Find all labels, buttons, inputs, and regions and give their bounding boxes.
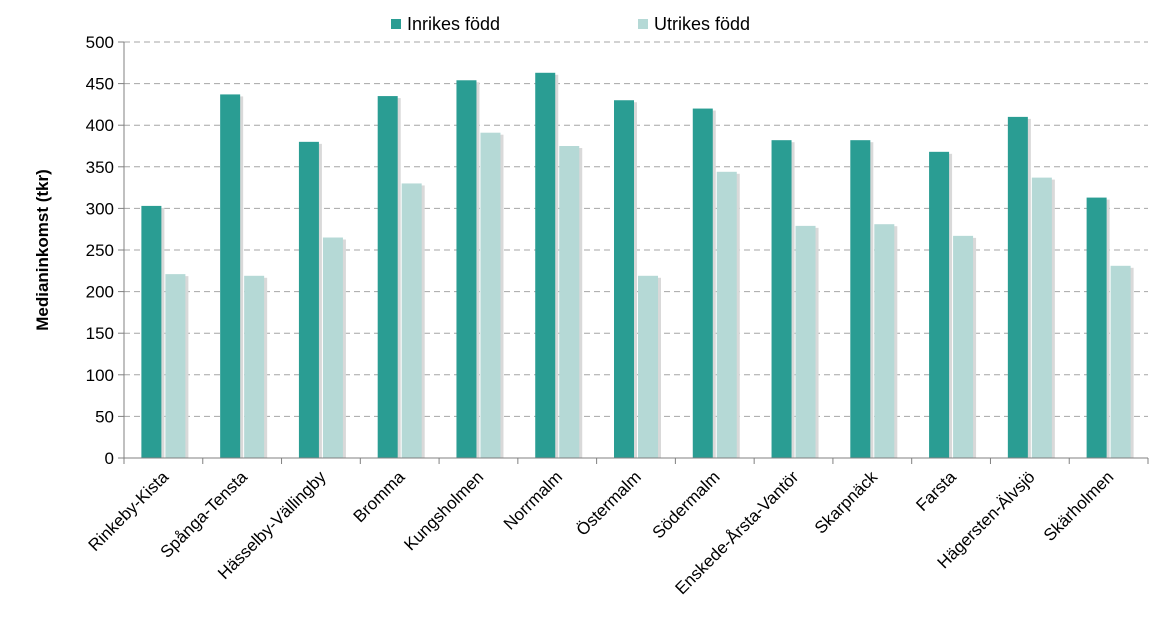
y-axis-title: Medianinkomst (tkr) [33,169,52,331]
bar-utrikes-5 [559,146,580,458]
bar-inrikes-1 [220,94,241,458]
x-tick-label: Rinkeby-Kista [85,467,173,555]
y-tick-label: 200 [86,283,114,302]
x-tick-label: Farsta [912,467,960,515]
bar-utrikes-9 [874,224,895,458]
bar-utrikes-7 [716,171,737,459]
bar-utrikes-12 [1110,265,1131,458]
bar-utrikes-0 [165,274,186,458]
axes [123,42,1149,464]
bar-inrikes-6 [614,100,634,459]
bars [141,72,1134,459]
legend-label: Utrikes född [654,14,750,34]
x-tick-label: Östermalm [573,467,645,539]
bar-utrikes-10 [953,235,974,458]
bar-utrikes-8 [795,225,816,458]
bar-inrikes-3 [377,96,398,458]
x-axis-labels: Rinkeby-KistaSpånga-TenstaHässelby-Välli… [85,467,1118,598]
bar-utrikes-4 [480,132,501,459]
y-tick-label: 250 [86,241,114,260]
bar-inrikes-5 [535,72,556,458]
x-tick-label: Skärholmen [1040,467,1118,545]
x-tick-label: Bromma [350,467,409,526]
y-tick-label: 350 [86,158,114,177]
x-tick-label: Norrmalm [500,467,566,533]
y-tick-label: 400 [86,116,114,135]
legend-swatch [391,19,401,29]
bar-inrikes-10 [929,151,950,458]
bar-inrikes-7 [692,108,713,458]
x-tick-label: Skarpnäck [811,467,882,538]
x-tick-label: Kungsholmen [400,467,487,554]
legend-swatch [638,19,648,29]
legend-label: Inrikes född [407,14,500,34]
y-tick-label: 0 [105,449,114,468]
bar-inrikes-8 [771,140,792,458]
bar-utrikes-3 [401,183,422,458]
bar-inrikes-4 [456,80,477,458]
y-tick-label: 450 [86,75,114,94]
bar-inrikes-2 [298,141,319,458]
y-tick-label: 50 [95,407,114,426]
y-axis-ticks: 0 50 100 150 200 250 300 350 400 450 500 [86,33,124,468]
bar-utrikes-11 [1031,177,1052,458]
y-tick-label: 150 [86,324,114,343]
x-tick-label: Södermalm [649,467,724,542]
bar-utrikes-6 [638,275,658,458]
bar-inrikes-11 [1007,116,1028,458]
bar-utrikes-2 [322,237,343,458]
bar-inrikes-12 [1086,197,1107,459]
y-tick-label: 300 [86,199,114,218]
legend: Inrikes född Utrikes född [391,14,750,34]
bar-utrikes-1 [244,275,265,458]
y-tick-label: 500 [86,33,114,52]
y-tick-label: 100 [86,366,114,385]
bar-inrikes-0 [141,205,162,458]
bar-inrikes-9 [850,140,871,458]
